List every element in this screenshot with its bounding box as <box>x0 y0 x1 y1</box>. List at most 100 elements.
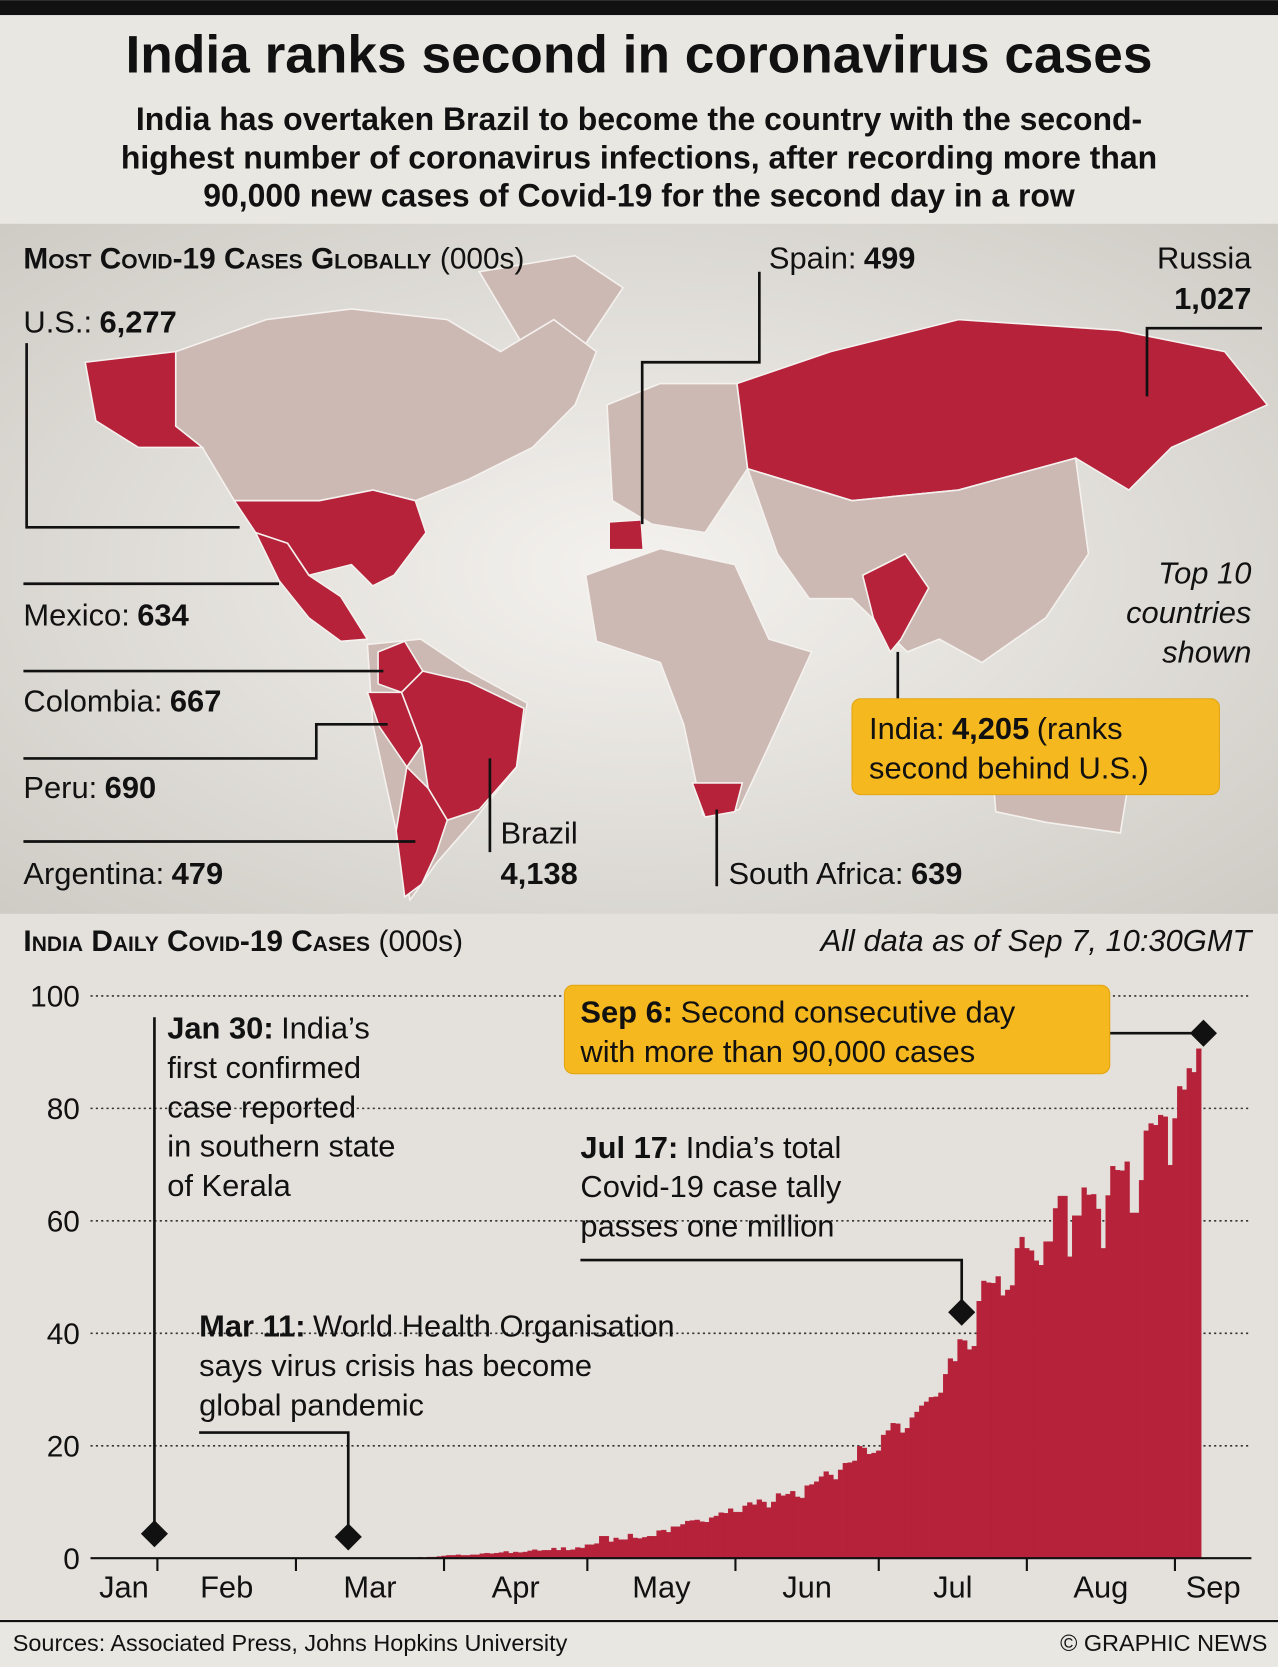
bar <box>1091 1194 1097 1559</box>
annotation-text: first confirmed <box>167 1050 361 1085</box>
bar <box>1048 1241 1054 1559</box>
bar <box>637 1538 643 1559</box>
bar <box>823 1471 829 1559</box>
bar <box>756 1499 762 1559</box>
bar <box>1105 1195 1111 1559</box>
axes: 0 20 40 60 80 100 Jan Feb Mar Apr May Jun Jul Aug Sep <box>30 981 1252 1605</box>
country-value: 634 <box>137 597 189 632</box>
bar <box>1191 1072 1197 1559</box>
annotation-marker <box>334 1523 362 1551</box>
chart-title-text: India Daily Covid-19 Cases <box>23 925 370 958</box>
india-box <box>851 698 1220 796</box>
bar <box>780 1495 786 1559</box>
annotation-date: Jul 17: <box>580 1130 678 1165</box>
bar <box>1019 1236 1025 1559</box>
country-name: Colombia: <box>23 684 162 719</box>
country-value: 667 <box>170 684 222 719</box>
bar <box>651 1536 657 1559</box>
bar <box>579 1547 586 1559</box>
bar <box>1138 1180 1145 1559</box>
bar <box>541 1550 547 1559</box>
bar <box>842 1462 848 1559</box>
bar <box>584 1544 590 1559</box>
bar <box>646 1536 653 1559</box>
bar <box>861 1447 868 1559</box>
bar <box>962 1340 968 1559</box>
country-name: U.S.: <box>23 304 92 339</box>
bar <box>866 1453 872 1559</box>
bar <box>876 1450 882 1559</box>
bar <box>1172 1118 1178 1559</box>
bar <box>871 1452 877 1559</box>
bar <box>809 1484 815 1559</box>
y-tick-label: 20 <box>47 1430 80 1463</box>
bar <box>900 1432 906 1559</box>
bar <box>1153 1125 1159 1559</box>
country-highlight <box>254 531 369 643</box>
bar <box>565 1550 571 1559</box>
country-value: 499 <box>864 241 916 276</box>
india-note: (ranks <box>1037 711 1123 746</box>
annotation-text: India’s total <box>686 1130 842 1165</box>
bar <box>1072 1215 1078 1559</box>
bar <box>814 1481 820 1559</box>
bar <box>775 1493 782 1559</box>
chart-title: India Daily Covid-19 Cases (000s) <box>23 925 463 958</box>
country-label: Peru: 690 <box>23 770 156 805</box>
country-highlight <box>691 782 744 818</box>
bar <box>656 1530 662 1559</box>
bar <box>947 1358 954 1559</box>
bar <box>1062 1195 1068 1559</box>
country-highlight <box>861 552 930 654</box>
country-highlight <box>400 670 525 822</box>
bar <box>1181 1089 1188 1559</box>
bar <box>665 1532 672 1559</box>
bar <box>1014 1248 1020 1559</box>
bar <box>1134 1212 1140 1559</box>
bar <box>1081 1187 1087 1559</box>
map-note: shown <box>1162 635 1251 670</box>
annotation-text: case reported <box>167 1089 356 1124</box>
country-label: Argentina: 479 <box>23 856 223 891</box>
annotation-text: says virus crisis has become <box>199 1348 592 1383</box>
annotation: Mar 11: World Health Organisation <box>199 1309 674 1344</box>
annotation: Sep 6: Second consecutive day <box>580 995 1015 1030</box>
bar <box>957 1339 963 1559</box>
bar <box>1177 1086 1183 1559</box>
x-tick-label: Apr <box>492 1570 540 1605</box>
country-name: India: <box>869 711 945 746</box>
leader-line <box>1145 326 1263 397</box>
country-value: 1,027 <box>1174 281 1251 316</box>
bar <box>799 1497 805 1559</box>
bar <box>1110 1166 1116 1559</box>
bar <box>852 1460 858 1559</box>
bar <box>536 1550 543 1559</box>
bar <box>766 1507 772 1559</box>
bar <box>1100 1248 1106 1559</box>
bar <box>751 1504 758 1559</box>
bar <box>1033 1260 1040 1559</box>
land <box>174 308 598 502</box>
bar <box>723 1513 729 1559</box>
bar <box>737 1511 743 1559</box>
bar <box>694 1519 700 1559</box>
bar <box>1024 1248 1030 1559</box>
chart-note: All data as of Sep 7, 10:30GMT <box>819 923 1254 958</box>
bar <box>532 1549 538 1559</box>
annotation-text: in southern state <box>167 1129 395 1164</box>
bar <box>680 1524 686 1559</box>
country-value: 479 <box>172 856 224 891</box>
x-tick-label: May <box>632 1570 691 1605</box>
bar <box>1095 1208 1102 1559</box>
map-title-text: Most Covid-19 Cases Globally <box>23 243 431 276</box>
leader-line <box>25 343 240 529</box>
annotation-date: Sep 6: <box>580 995 673 1030</box>
country-name: South Africa: <box>728 856 903 891</box>
y-tick-label: 80 <box>47 1093 80 1126</box>
bar <box>933 1396 939 1559</box>
annotation-date: Mar 11: <box>199 1309 305 1344</box>
annotations: Jan 30: India’s first confirmed case report… <box>167 995 1016 1423</box>
bar <box>986 1282 992 1559</box>
country-label: South Africa: 639 <box>728 856 962 891</box>
